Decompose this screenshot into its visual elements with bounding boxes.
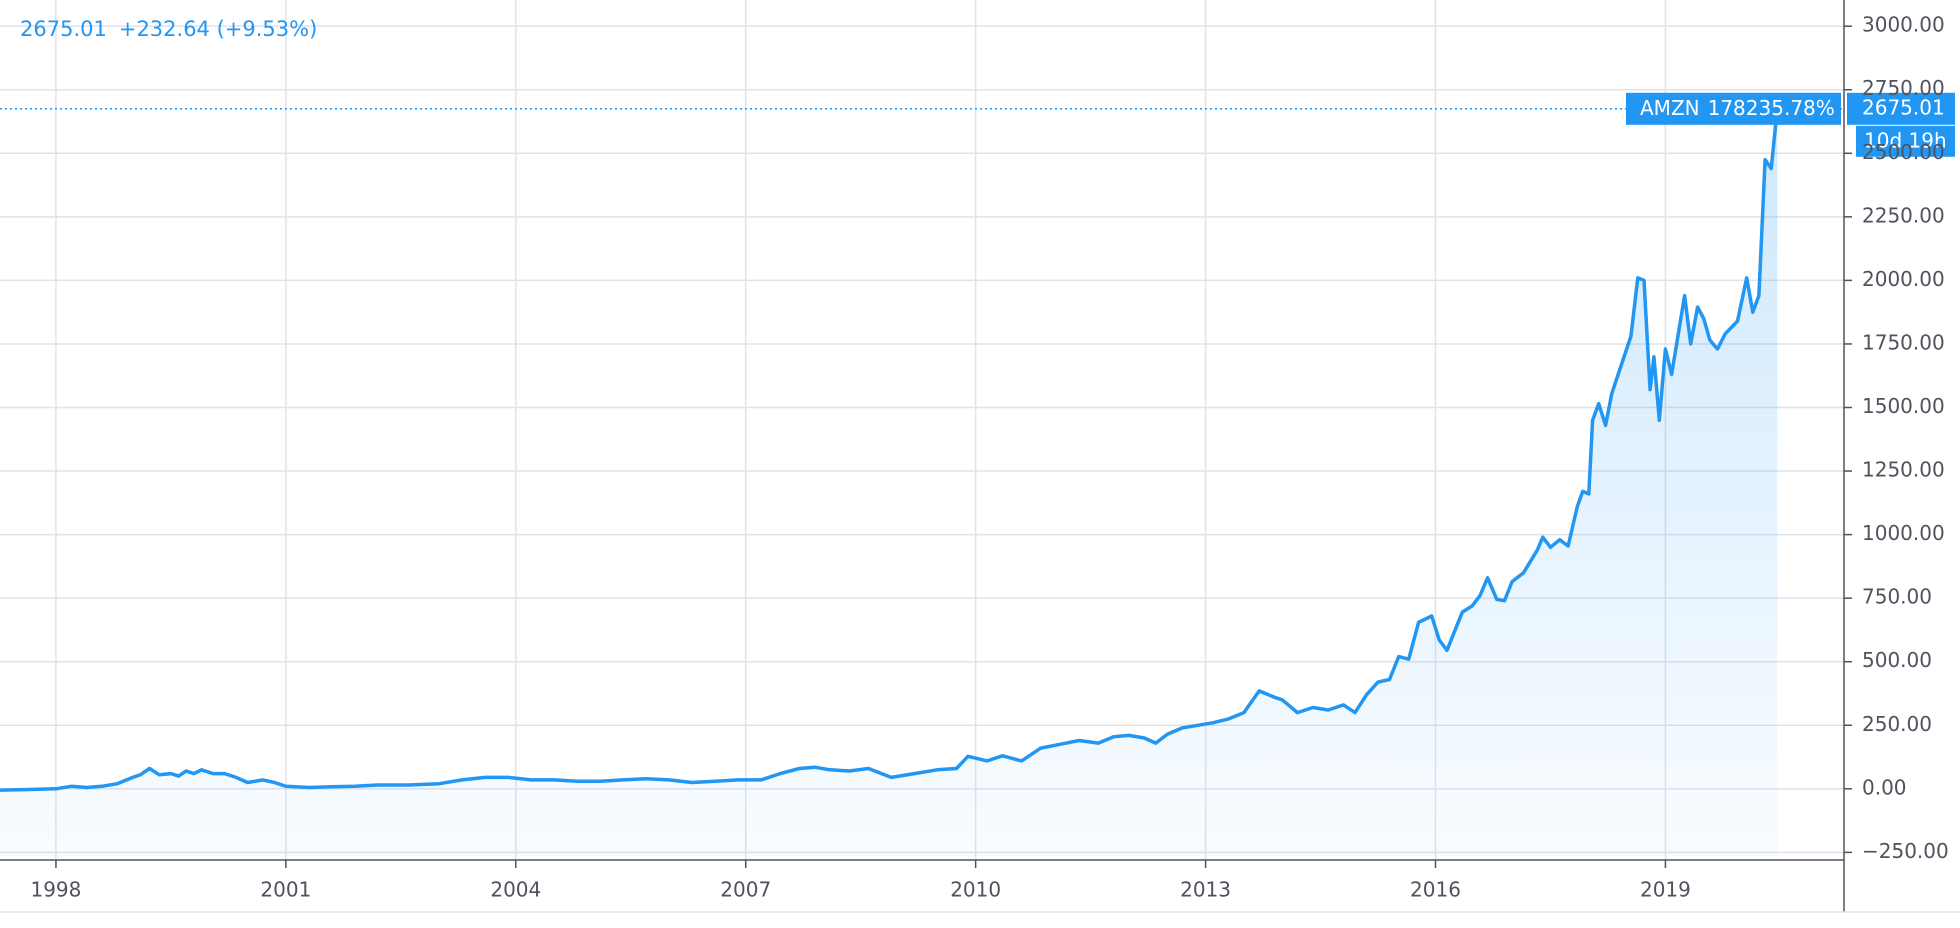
x-tick-label: 2007 — [720, 878, 771, 902]
price-label: 2675.01 — [1862, 95, 1945, 119]
price-box — [1847, 92, 1955, 125]
y-tick-label: 2500.00 — [1862, 140, 1945, 164]
y-tick-label: 2750.00 — [1862, 76, 1945, 100]
y-tick-label: 1000.00 — [1862, 521, 1945, 545]
y-tick-label: 1500.00 — [1862, 394, 1945, 418]
series-name: AMZN — [1640, 95, 1700, 119]
x-tick-label: 1998 — [30, 878, 81, 902]
x-tick-label: 2010 — [950, 878, 1001, 902]
x-tick-label: 2013 — [1180, 878, 1231, 902]
series-box — [1626, 92, 1841, 125]
countdown-label: 10d 19h — [1864, 128, 1947, 152]
x-tick-label: 2016 — [1410, 878, 1461, 902]
countdown-box — [1856, 125, 1955, 157]
header-legend: 2675.01 +232.64 (+9.53%) — [20, 17, 317, 41]
x-tick-label: 2019 — [1640, 878, 1691, 902]
y-tick-label: 1750.00 — [1862, 330, 1945, 354]
plot — [0, 108, 1844, 857]
series-change: 178235.78% — [1708, 95, 1835, 119]
y-tick-label: 500.00 — [1862, 648, 1932, 672]
line — [0, 108, 1780, 792]
y-tick-label: 750.00 — [1862, 585, 1932, 609]
y-tick-label: −250.00 — [1862, 839, 1949, 863]
price-labels: 2675.01 10d 19h AMZN 178235.78% — [1626, 92, 1955, 157]
y-tick-label: 1250.00 — [1862, 458, 1945, 482]
x-tick-label: 2001 — [260, 878, 311, 902]
y-tick-label: 0.00 — [1862, 775, 1907, 799]
area — [0, 108, 1778, 857]
x-tick-label: 2004 — [490, 878, 541, 902]
y-tick-label: 250.00 — [1862, 712, 1932, 736]
header-price: 2675.01 — [20, 17, 107, 41]
y-tick-label: 3000.00 — [1862, 13, 1945, 37]
series-label: AMZN 178235.78% — [1640, 95, 1835, 119]
header-change: +232.64 (+9.53%) — [119, 17, 317, 41]
y-tick-label: 2000.00 — [1862, 267, 1945, 291]
y-tick-label: 2250.00 — [1862, 203, 1945, 227]
